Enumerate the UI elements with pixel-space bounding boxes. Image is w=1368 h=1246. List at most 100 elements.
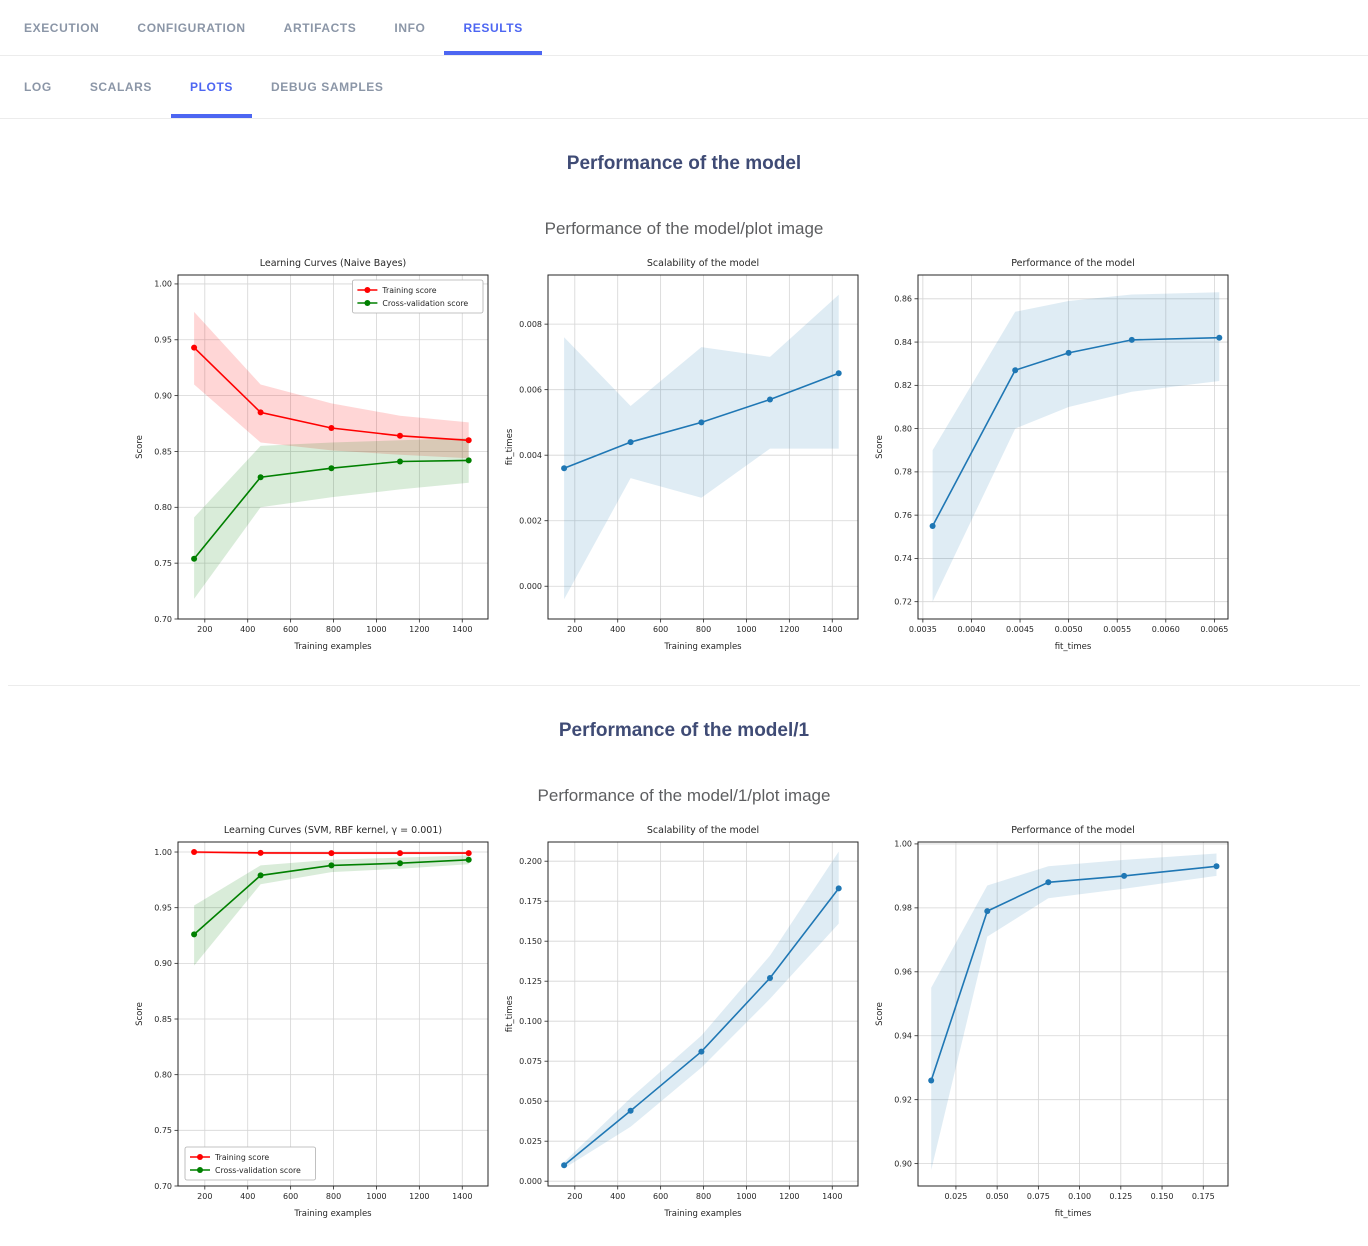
svg-text:0.0050: 0.0050 <box>1055 625 1083 634</box>
main-tab-bar: EXECUTION CONFIGURATION ARTIFACTS INFO R… <box>0 0 1368 56</box>
svg-text:Training examples: Training examples <box>293 642 372 652</box>
subtab-plots[interactable]: PLOTS <box>171 56 253 118</box>
svg-text:0.78: 0.78 <box>894 468 912 477</box>
svg-text:0.90: 0.90 <box>154 959 172 968</box>
svg-text:0.025: 0.025 <box>944 1192 967 1201</box>
svg-text:0.175: 0.175 <box>1192 1192 1215 1201</box>
svg-text:Performance of the model: Performance of the model <box>1011 258 1135 269</box>
svg-text:Training score: Training score <box>381 286 436 295</box>
subtab-log[interactable]: LOG <box>24 80 52 94</box>
svg-text:1.00: 1.00 <box>154 848 172 857</box>
svg-text:800: 800 <box>326 1192 341 1201</box>
svg-text:fit_times: fit_times <box>1055 1209 1092 1219</box>
svg-text:0.0040: 0.0040 <box>957 625 985 634</box>
svg-text:200: 200 <box>197 1192 212 1201</box>
svg-text:1200: 1200 <box>409 1192 429 1201</box>
chart-svg: 200 400 600 800 1000 1200 1400 0.000 0.002 0.004 0… <box>500 251 868 659</box>
plot-image-title: Performance of the model/1/plot image <box>537 786 831 805</box>
chart-svg: 200 400 600 800 1000 1200 1400 0.70 0.75 0.80 0.85… <box>130 251 498 659</box>
svg-text:1200: 1200 <box>409 625 429 634</box>
svg-text:0.92: 0.92 <box>894 1095 912 1104</box>
svg-text:Scalability of the model: Scalability of the model <box>647 258 759 269</box>
svg-text:0.80: 0.80 <box>154 503 172 512</box>
svg-text:0.95: 0.95 <box>154 336 172 345</box>
svg-text:0.96: 0.96 <box>894 968 912 977</box>
svg-text:1200: 1200 <box>779 625 799 634</box>
svg-text:Cross-validation score: Cross-validation score <box>215 1166 301 1175</box>
svg-text:0.74: 0.74 <box>894 554 912 563</box>
plot-group-performance-1: Performance of the model/1 Performance o… <box>0 720 1368 1226</box>
svg-text:Learning Curves (SVM, RBF kern: Learning Curves (SVM, RBF kernel, γ = 0.… <box>224 825 442 836</box>
subtab-debug-samples[interactable]: DEBUG SAMPLES <box>271 80 384 94</box>
plot-group-title: Performance of the model/1 <box>558 720 810 741</box>
chart-scalability-of-the-model-1[interactable]: 200 400 600 800 1000 1200 1400 0.000 0.025 0.050 0… <box>500 818 868 1226</box>
svg-text:0.200: 0.200 <box>519 857 542 866</box>
tab-execution[interactable]: EXECUTION <box>24 20 100 35</box>
svg-text:fit_times: fit_times <box>505 995 515 1032</box>
chart-scalability-of-the-model[interactable]: 200 400 600 800 1000 1200 1400 0.000 0.002 0.004 0… <box>500 251 868 659</box>
svg-text:600: 600 <box>283 1192 298 1201</box>
chart-svg: 200 400 600 800 1000 1200 1400 0.70 0.75 0.80 0.85… <box>130 818 498 1226</box>
svg-text:Score: Score <box>875 435 885 459</box>
svg-text:0.008: 0.008 <box>519 320 542 329</box>
svg-text:0.000: 0.000 <box>519 1177 542 1186</box>
svg-text:600: 600 <box>283 625 298 634</box>
svg-text:Score: Score <box>135 1002 145 1026</box>
svg-text:0.85: 0.85 <box>154 1015 172 1024</box>
svg-text:0.0045: 0.0045 <box>1006 625 1034 634</box>
chart-performance-of-the-model[interactable]: 0.0035 0.0040 0.0045 0.0050 0.0055 0.0060 0.00… <box>870 251 1238 659</box>
svg-text:400: 400 <box>240 1192 255 1201</box>
svg-text:Training examples: Training examples <box>663 1209 742 1219</box>
chart-svg: 0.025 0.050 0.075 0.100 0.125 0.150 0.175 0.90 0… <box>870 818 1238 1226</box>
svg-text:0.75: 0.75 <box>154 559 172 568</box>
svg-text:0.100: 0.100 <box>1068 1192 1091 1201</box>
svg-text:1000: 1000 <box>366 1192 386 1201</box>
charts-row: 200 400 600 800 1000 1200 1400 0.70 0.75 0.80 0.85… <box>0 251 1368 659</box>
svg-text:0.125: 0.125 <box>1109 1192 1132 1201</box>
tab-results[interactable]: RESULTS <box>444 0 543 55</box>
chart-learning-curves-naive-bayes[interactable]: 200 400 600 800 1000 1200 1400 0.70 0.75 0.80 0.85… <box>130 251 498 659</box>
results-sub-tab-bar: LOG SCALARS PLOTS DEBUG SAMPLES <box>0 56 1368 119</box>
svg-text:1200: 1200 <box>779 1192 799 1201</box>
chart-performance-of-the-model-1[interactable]: 0.025 0.050 0.075 0.100 0.125 0.150 0.175 0.90 0… <box>870 818 1238 1226</box>
svg-text:0.002: 0.002 <box>519 517 542 526</box>
svg-text:0.050: 0.050 <box>986 1192 1009 1201</box>
svg-text:1400: 1400 <box>452 625 472 634</box>
subtab-scalars[interactable]: SCALARS <box>89 80 153 94</box>
svg-text:0.80: 0.80 <box>154 1070 172 1079</box>
svg-text:800: 800 <box>326 625 341 634</box>
svg-text:Cross-validation score: Cross-validation score <box>382 299 468 308</box>
svg-text:Learning Curves (Naive Bayes): Learning Curves (Naive Bayes) <box>260 258 406 269</box>
svg-text:1400: 1400 <box>452 1192 472 1201</box>
chart-svg: 200 400 600 800 1000 1200 1400 0.000 0.025 0.050 0… <box>500 818 868 1226</box>
tab-artifacts[interactable]: ARTIFACTS <box>283 20 357 35</box>
svg-text:200: 200 <box>567 625 582 634</box>
tab-configuration[interactable]: CONFIGURATION <box>137 20 246 35</box>
svg-text:0.84: 0.84 <box>894 338 912 347</box>
svg-text:0.0065: 0.0065 <box>1200 625 1228 634</box>
legend-box <box>184 1146 317 1181</box>
svg-text:0.050: 0.050 <box>519 1097 542 1106</box>
section-divider <box>8 685 1360 686</box>
plot-group-title: Performance of the model <box>566 153 802 174</box>
svg-text:0.94: 0.94 <box>894 1032 912 1041</box>
svg-text:800: 800 <box>696 1192 711 1201</box>
svg-text:1000: 1000 <box>736 1192 756 1201</box>
svg-text:400: 400 <box>240 625 255 634</box>
svg-text:0.125: 0.125 <box>519 977 542 986</box>
svg-text:0.85: 0.85 <box>154 447 172 456</box>
svg-text:400: 400 <box>610 1192 625 1201</box>
svg-text:0.95: 0.95 <box>154 903 172 912</box>
svg-text:0.0055: 0.0055 <box>1103 625 1131 634</box>
svg-text:0.75: 0.75 <box>154 1126 172 1135</box>
chart-learning-curves-svm-rbf[interactable]: 200 400 600 800 1000 1200 1400 0.70 0.75 0.80 0.85… <box>130 818 498 1226</box>
svg-text:0.150: 0.150 <box>1151 1192 1174 1201</box>
plots-content: Performance of the model Performance of … <box>0 153 1368 1246</box>
svg-text:1.00: 1.00 <box>894 840 912 849</box>
tab-info[interactable]: INFO <box>394 20 426 35</box>
svg-text:0.004: 0.004 <box>519 451 542 460</box>
svg-text:0.000: 0.000 <box>519 582 542 591</box>
svg-text:0.150: 0.150 <box>519 937 542 946</box>
legend-box <box>351 279 484 314</box>
svg-text:200: 200 <box>567 1192 582 1201</box>
